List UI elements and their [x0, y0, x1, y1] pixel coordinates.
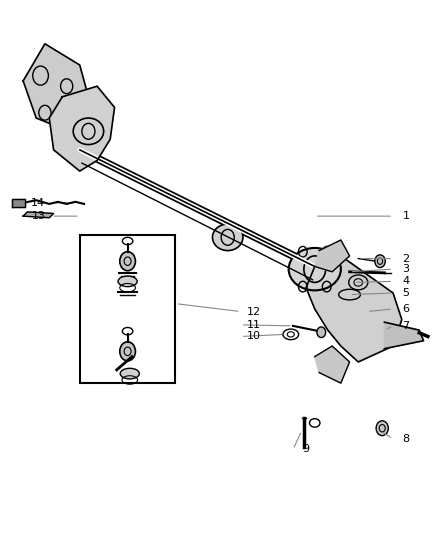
- Ellipse shape: [120, 368, 139, 379]
- Polygon shape: [315, 346, 350, 383]
- Circle shape: [376, 421, 389, 435]
- Ellipse shape: [118, 276, 137, 287]
- Circle shape: [317, 327, 325, 337]
- Text: 13: 13: [32, 211, 46, 221]
- Polygon shape: [23, 212, 53, 217]
- Circle shape: [120, 342, 135, 361]
- Text: 2: 2: [403, 254, 410, 263]
- Text: 11: 11: [247, 320, 261, 330]
- Polygon shape: [315, 240, 350, 272]
- Text: 12: 12: [247, 306, 261, 317]
- Ellipse shape: [289, 248, 341, 290]
- Polygon shape: [385, 322, 424, 349]
- Text: 6: 6: [403, 304, 410, 314]
- Ellipse shape: [212, 224, 243, 251]
- Bar: [80, 235, 176, 383]
- Text: 10: 10: [247, 332, 261, 342]
- Text: 1: 1: [403, 211, 410, 221]
- Polygon shape: [306, 256, 402, 362]
- Circle shape: [120, 252, 135, 271]
- Polygon shape: [49, 86, 115, 171]
- Text: 5: 5: [403, 288, 410, 298]
- Polygon shape: [23, 44, 88, 128]
- Text: 7: 7: [403, 321, 410, 331]
- Text: 4: 4: [403, 276, 410, 286]
- Text: 9: 9: [303, 445, 310, 455]
- Text: 3: 3: [403, 264, 410, 274]
- Polygon shape: [12, 199, 25, 207]
- Text: 14: 14: [32, 198, 46, 208]
- Text: 8: 8: [403, 434, 410, 444]
- Circle shape: [375, 255, 385, 268]
